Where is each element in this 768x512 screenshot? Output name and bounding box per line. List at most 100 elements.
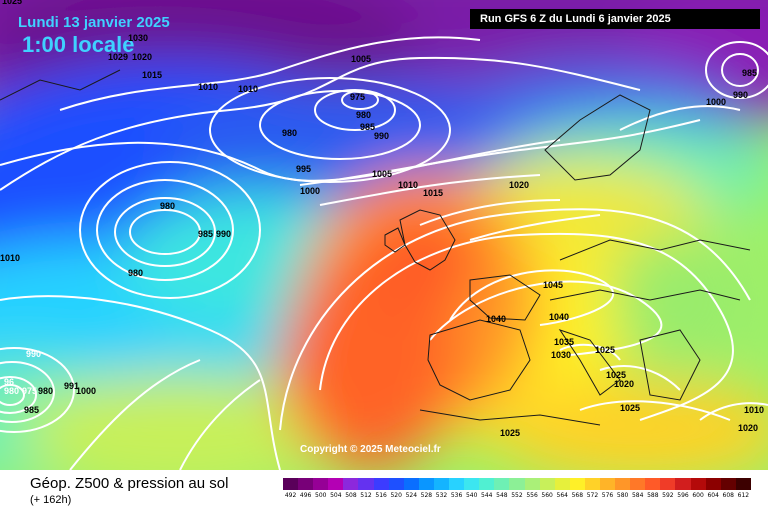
scale-swatch	[479, 478, 495, 490]
isobar-lines	[0, 36, 768, 470]
scale-label: 568	[571, 492, 584, 499]
scale-swatch	[660, 478, 676, 490]
scale-swatch	[630, 478, 646, 490]
scale-label: 504	[330, 492, 342, 499]
scale-swatch	[735, 478, 751, 490]
scale-label: 496	[299, 492, 312, 499]
scale-label: 520	[390, 492, 402, 499]
scale-label: 536	[450, 492, 463, 499]
pressure-label: 1000	[76, 386, 97, 396]
scale-label: 560	[541, 492, 553, 499]
scale-swatch	[645, 478, 661, 490]
scale-label: 564	[556, 492, 568, 499]
scale-label: 544	[481, 492, 493, 499]
scale-swatch	[328, 478, 344, 490]
scale-label: 588	[647, 492, 659, 499]
pressure-label: 1020	[509, 180, 530, 190]
scale-label: 580	[616, 492, 629, 499]
map-product-title: Géop. Z500 & pression au sol	[30, 475, 229, 492]
pressure-label: 975	[22, 386, 38, 396]
scale-label: 600	[692, 492, 704, 499]
pressure-label: 995	[296, 164, 312, 174]
scale-label: 512	[360, 492, 372, 499]
pressure-label: 985	[24, 405, 40, 415]
pressure-label: 1020	[738, 423, 759, 433]
pressure-label: 985	[198, 229, 214, 239]
pressure-label: 1030	[551, 350, 572, 360]
pressure-label: 1015	[423, 188, 444, 198]
pressure-label: 1025	[500, 428, 521, 438]
scale-label: 528	[420, 492, 433, 499]
pressure-label: 975	[350, 92, 366, 102]
scale-label: 524	[405, 492, 418, 499]
forecast-local-time: 1:00 locale	[22, 32, 135, 57]
pressure-label: 1025	[595, 345, 616, 355]
run-info: Run GFS 6 Z du Lundi 6 janvier 2025	[470, 9, 760, 29]
weather-map	[0, 0, 768, 470]
scale-swatch	[433, 478, 450, 490]
scale-swatch	[373, 478, 389, 490]
scale-swatch	[283, 478, 299, 490]
forecast-date: Lundi 13 janvier 2025	[18, 14, 170, 31]
pressure-label: 1025	[606, 370, 627, 380]
color-scale-legend: 492 496 500 504 508 512 516 520 524 528 532 536 540 5…	[283, 478, 751, 506]
scale-labels: 492 496 500 504 508 512 516 520 524 528 532 536 540 5…	[283, 492, 751, 502]
pressure-label: 1010	[398, 180, 419, 190]
scale-swatch	[539, 478, 555, 490]
pressure-label: 1025	[620, 403, 641, 413]
scale-swatch	[343, 478, 359, 490]
forecast-lead-time: (+ 162h)	[30, 494, 72, 506]
scale-swatch	[509, 478, 525, 490]
pressure-label: 1005	[372, 169, 393, 179]
pressure-label: 1040	[486, 314, 507, 324]
geopotential-field	[0, 0, 768, 470]
pressure-label: 985	[360, 122, 376, 132]
scale-swatch	[298, 478, 314, 490]
scale-swatch	[494, 478, 510, 490]
pressure-label: 1000	[706, 97, 727, 107]
scale-swatch	[388, 478, 404, 490]
scale-label: 612	[737, 492, 750, 499]
scale-label: 552	[511, 492, 523, 499]
pressure-label: 1010	[198, 82, 219, 92]
pressure-label: 1020	[614, 379, 635, 389]
scale-swatch	[464, 478, 480, 490]
pressure-label: 980	[160, 201, 176, 211]
pressure-label: 1030	[128, 33, 149, 43]
pressure-label: 991	[64, 381, 80, 391]
pressure-label: 1020	[132, 52, 153, 62]
pressure-label: 990	[216, 229, 232, 239]
scale-swatch	[584, 478, 600, 490]
pressure-label: 980	[282, 128, 298, 138]
scale-label: 596	[677, 492, 689, 499]
scale-label: 604	[707, 492, 719, 499]
scale-label: 556	[526, 492, 538, 499]
pressure-label: 990	[374, 131, 390, 141]
pressure-label: 980	[356, 110, 372, 120]
pressure-label: 1015	[142, 70, 163, 80]
scale-swatch	[554, 478, 570, 490]
pressure-label: 980	[128, 268, 144, 278]
pressure-label: 1035	[554, 337, 575, 347]
pressure-label: 1029	[108, 52, 129, 62]
pressure-label: 985	[742, 68, 758, 78]
scale-label: 492	[284, 492, 297, 499]
footer: Géop. Z500 & pression au sol (+ 162h)	[0, 470, 768, 512]
pressure-label: 1005	[351, 54, 372, 64]
pressure-label: 96	[4, 377, 15, 387]
scale-label: 532	[435, 492, 448, 499]
pressure-label: 1045	[543, 280, 564, 290]
scale-swatch	[705, 478, 721, 490]
scale-swatch	[599, 478, 616, 490]
pressure-label: 1010	[744, 405, 765, 415]
scale-swatch	[615, 478, 631, 490]
coastlines	[0, 69, 751, 426]
scale-swatches	[283, 478, 751, 490]
scale-label: 584	[631, 492, 644, 499]
scale-label: 548	[496, 492, 508, 499]
scale-swatch	[313, 478, 329, 490]
scale-label: 572	[586, 492, 599, 499]
scale-swatch	[418, 478, 434, 490]
scale-swatch	[690, 478, 706, 490]
pressure-label: 1000	[300, 186, 321, 196]
